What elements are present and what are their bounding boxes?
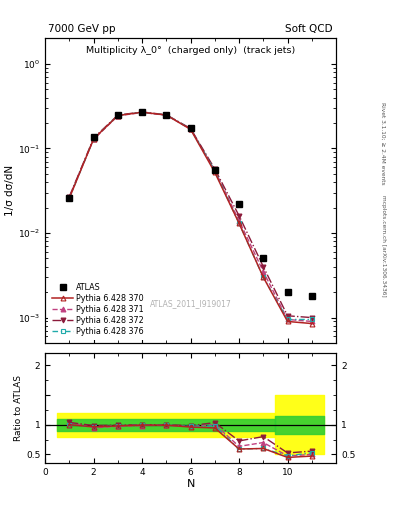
Pythia 6.428 371: [285, 316, 290, 323]
Pythia 6.428 372: [188, 125, 193, 132]
ATLAS: [116, 112, 120, 118]
Line: ATLAS: ATLAS: [66, 109, 315, 299]
Legend: ATLAS, Pythia 6.428 370, Pythia 6.428 371, Pythia 6.428 372, Pythia 6.428 376: ATLAS, Pythia 6.428 370, Pythia 6.428 37…: [48, 279, 148, 340]
Pythia 6.428 376: [213, 168, 217, 174]
Pythia 6.428 371: [140, 110, 145, 116]
Pythia 6.428 372: [309, 314, 314, 321]
ATLAS: [309, 293, 314, 299]
Pythia 6.428 372: [140, 109, 145, 115]
Line: Pythia 6.428 371: Pythia 6.428 371: [67, 110, 314, 324]
Pythia 6.428 370: [164, 112, 169, 118]
Pythia 6.428 370: [285, 318, 290, 325]
Pythia 6.428 372: [213, 166, 217, 172]
Text: Rivet 3.1.10; ≥ 2.4M events: Rivet 3.1.10; ≥ 2.4M events: [381, 102, 386, 185]
Pythia 6.428 370: [309, 321, 314, 327]
Pythia 6.428 372: [261, 264, 266, 270]
Pythia 6.428 376: [116, 112, 120, 118]
ATLAS: [91, 134, 96, 140]
Line: Pythia 6.428 372: Pythia 6.428 372: [67, 110, 314, 320]
ATLAS: [285, 289, 290, 295]
Pythia 6.428 370: [188, 126, 193, 133]
Pythia 6.428 371: [116, 113, 120, 119]
Pythia 6.428 372: [237, 212, 241, 219]
Pythia 6.428 376: [188, 126, 193, 132]
Pythia 6.428 370: [261, 274, 266, 280]
Pythia 6.428 372: [285, 313, 290, 319]
ATLAS: [164, 112, 169, 118]
Text: 7000 GeV pp: 7000 GeV pp: [48, 24, 116, 34]
Pythia 6.428 371: [261, 268, 266, 274]
Pythia 6.428 370: [140, 109, 145, 115]
Line: Pythia 6.428 370: Pythia 6.428 370: [67, 110, 314, 326]
ATLAS: [261, 255, 266, 262]
Pythia 6.428 371: [91, 136, 96, 142]
Pythia 6.428 370: [116, 113, 120, 119]
Pythia 6.428 376: [237, 220, 241, 226]
Pythia 6.428 370: [237, 220, 241, 226]
Pythia 6.428 371: [309, 318, 314, 325]
Pythia 6.428 371: [67, 194, 72, 200]
Pythia 6.428 376: [285, 316, 290, 323]
Pythia 6.428 376: [67, 195, 72, 201]
Text: Soft QCD: Soft QCD: [285, 24, 333, 34]
ATLAS: [213, 167, 217, 174]
Pythia 6.428 372: [91, 135, 96, 141]
Pythia 6.428 376: [261, 274, 266, 280]
ATLAS: [67, 195, 72, 201]
Pythia 6.428 372: [67, 194, 72, 200]
Pythia 6.428 371: [237, 218, 241, 224]
X-axis label: N: N: [186, 479, 195, 488]
Y-axis label: Ratio to ATLAS: Ratio to ATLAS: [14, 375, 23, 441]
Pythia 6.428 371: [213, 167, 217, 174]
ATLAS: [188, 125, 193, 131]
Pythia 6.428 372: [116, 112, 120, 118]
Pythia 6.428 371: [188, 126, 193, 132]
Text: mcplots.cern.ch [arXiv:1306.3436]: mcplots.cern.ch [arXiv:1306.3436]: [381, 195, 386, 296]
Pythia 6.428 376: [309, 316, 314, 323]
ATLAS: [237, 201, 241, 207]
Text: ATLAS_2011_I919017: ATLAS_2011_I919017: [150, 300, 231, 309]
Pythia 6.428 376: [140, 109, 145, 115]
Pythia 6.428 370: [91, 136, 96, 142]
Pythia 6.428 370: [213, 169, 217, 176]
Text: Multiplicity λ_0°  (charged only)  (track jets): Multiplicity λ_0° (charged only) (track …: [86, 46, 295, 55]
Y-axis label: 1/σ dσ/dN: 1/σ dσ/dN: [5, 165, 15, 216]
ATLAS: [140, 109, 145, 115]
Pythia 6.428 376: [91, 136, 96, 142]
Pythia 6.428 370: [67, 195, 72, 201]
Pythia 6.428 372: [164, 112, 169, 118]
Line: Pythia 6.428 376: Pythia 6.428 376: [67, 110, 314, 322]
Pythia 6.428 371: [164, 112, 169, 118]
Pythia 6.428 376: [164, 112, 169, 118]
